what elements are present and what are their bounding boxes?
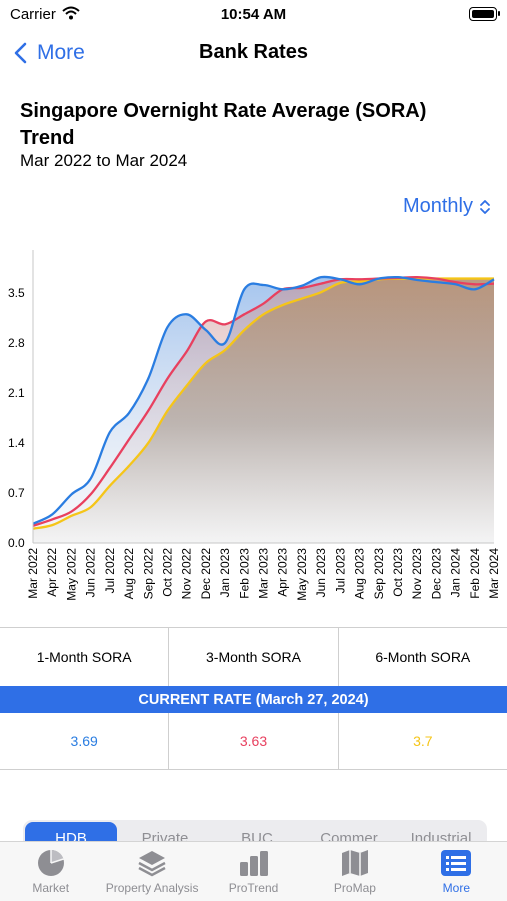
x-tick-label: Sep 2022 [141, 548, 155, 600]
x-tick-label: Nov 2023 [410, 548, 424, 600]
current-rate-banner: CURRENT RATE (March 27, 2024) [0, 686, 507, 713]
period-selector-label: Monthly [402, 195, 473, 217]
x-tick-label: Mar 2023 [257, 548, 271, 599]
bar-chart-icon [239, 851, 268, 876]
x-tick-label: Sep 2023 [372, 548, 386, 600]
value-3-month-sora: 3.63 [169, 713, 339, 769]
period-selector[interactable]: Monthly [403, 195, 491, 218]
x-tick-label: Dec 2022 [199, 548, 213, 600]
y-tick-label: 0.7 [8, 486, 25, 500]
x-tick-label: Jan 2024 [449, 548, 463, 598]
x-tick-label: Aug 2023 [353, 548, 367, 600]
map-icon [341, 850, 368, 876]
rates-value-row: 3.69 3.63 3.7 [0, 713, 507, 770]
tab-market[interactable]: Market [0, 842, 101, 901]
chart-subtitle: Mar 2022 to Mar 2024 [20, 151, 188, 170]
tab-promap[interactable]: ProMap [304, 842, 405, 901]
x-tick-label: May 2022 [64, 548, 78, 601]
x-tick-label: Apr 2022 [45, 548, 59, 597]
y-tick-label: 1.4 [8, 436, 25, 450]
x-tick-label: Mar 2022 [26, 548, 40, 599]
x-tick-label: Mar 2024 [487, 548, 501, 599]
x-tick-label: Jun 2022 [84, 548, 98, 598]
tab-promap-label: ProMap [333, 881, 376, 895]
value-1-month-sora: 3.69 [0, 713, 170, 769]
x-tick-label: Jul 2022 [103, 548, 117, 594]
series-line-1-month-sora [32, 275, 495, 525]
wifi-icon [62, 6, 80, 25]
sora-trend-chart: 0.0 0.7 1.4 2.1 2.8 3.5 Mar 2022 Apr 2022 May 2… [8, 250, 501, 601]
carrier-label: Carrier [10, 6, 56, 23]
navigation-bar: More Bank Rates [0, 30, 507, 74]
series-area-6-month-sora [33, 278, 494, 543]
rates-header-row: 1-Month SORA 3-Month SORA 6-Month SORA [0, 627, 507, 686]
y-tick-label: 2.1 [8, 386, 25, 400]
x-tick-label: Dec 2023 [429, 548, 443, 600]
x-tick-label: Oct 2023 [391, 548, 405, 597]
tab-property-analysis[interactable]: Property Analysis [101, 842, 202, 901]
x-tick-label: Oct 2022 [160, 548, 174, 597]
list-icon [441, 850, 472, 876]
chart-title: Singapore Overnight Rate Average (SORA) … [20, 100, 427, 149]
clock-label: 10:54 AM [220, 6, 287, 23]
label-3-month-sora: 3-Month SORA [169, 628, 339, 686]
x-tick-label: Nov 2022 [180, 548, 194, 600]
series-line-6-month-sora [32, 277, 494, 530]
x-tick-label: Jun 2023 [314, 548, 328, 598]
y-tick-label: 2.8 [8, 336, 25, 350]
tab-protrend-label: ProTrend [228, 881, 279, 895]
tab-property-analysis-label: Property Analysis [105, 881, 199, 895]
x-tick-label: Feb 2024 [468, 548, 482, 599]
series-line-3-month-sora [32, 275, 495, 527]
value-6-month-sora: 3.7 [413, 733, 433, 749]
battery-icon [469, 7, 500, 21]
x-tick-label: Jan 2023 [218, 548, 232, 598]
x-tick-label: Apr 2023 [276, 548, 290, 597]
tab-more-label: More [442, 881, 470, 895]
tab-more[interactable]: More [406, 842, 507, 901]
back-button-label: More [37, 41, 85, 64]
pie-chart-icon [37, 849, 64, 876]
x-tick-label: Jul 2023 [333, 548, 347, 594]
x-tick-label: Aug 2022 [122, 548, 136, 600]
label-6-month-sora: 6-Month SORA [375, 649, 471, 665]
tab-bar: Market Property Analysis ProTrend ProMap [0, 841, 507, 901]
chevron-up-down-icon [480, 199, 490, 214]
page-title: Bank Rates [199, 41, 308, 63]
layers-icon [138, 851, 166, 877]
current-rates-table: 1-Month SORA 3-Month SORA 6-Month SORA C… [0, 627, 507, 770]
label-1-month-sora: 1-Month SORA [0, 628, 170, 686]
status-bar: Carrier 10:54 AM [0, 0, 507, 28]
x-tick-label: Feb 2023 [237, 548, 251, 599]
back-button[interactable]: More [14, 38, 85, 68]
tab-market-label: Market [32, 881, 70, 895]
y-tick-label: 0.0 [8, 536, 25, 550]
y-tick-label: 3.5 [8, 286, 25, 300]
tab-protrend[interactable]: ProTrend [203, 842, 304, 901]
x-tick-label: May 2023 [295, 548, 309, 601]
chevron-left-icon [14, 42, 27, 64]
